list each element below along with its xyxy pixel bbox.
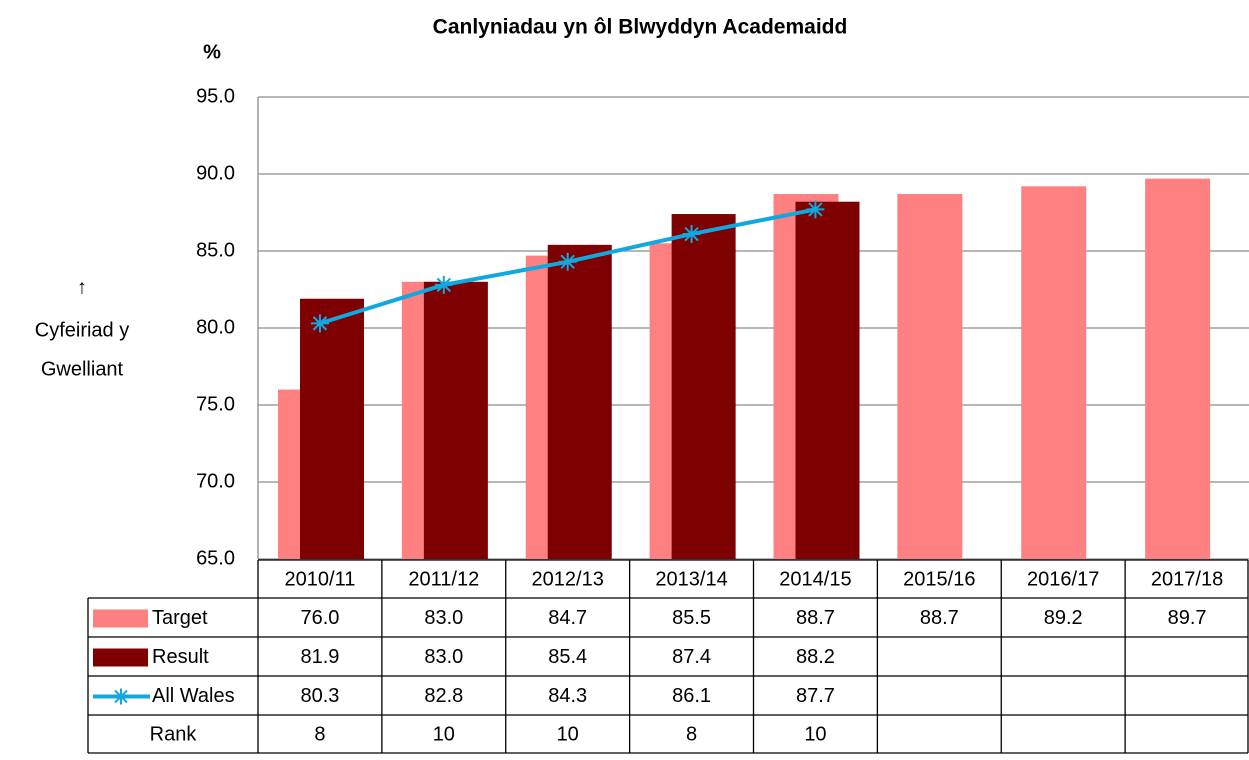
legend-label: Target — [152, 607, 208, 629]
table-value: 86.1 — [672, 685, 711, 707]
table-value: 10 — [433, 723, 455, 745]
x-tick-label: 2014/15 — [779, 568, 851, 590]
table-value: 10 — [557, 723, 579, 745]
y-tick-label: 75.0 — [196, 393, 235, 415]
legend-swatch — [93, 609, 148, 628]
marker — [558, 252, 577, 271]
table-value: 81.9 — [300, 646, 339, 668]
annotation: Gwelliant — [41, 358, 124, 380]
table-value: 88.2 — [796, 646, 835, 668]
table-value: 8 — [686, 723, 697, 745]
x-tick-label: 2016/17 — [1027, 568, 1099, 590]
chart-title: Canlyniadau yn ôl Blwyddyn Academaidd — [433, 16, 848, 39]
x-tick-label: 2010/11 — [285, 568, 356, 590]
marker — [310, 314, 329, 333]
bar — [300, 298, 364, 559]
legend-swatch — [93, 648, 148, 667]
bar — [1021, 186, 1087, 559]
y-tick-label: 90.0 — [196, 162, 235, 184]
table-value: 84.3 — [548, 685, 587, 707]
y-tick-label: 70.0 — [196, 470, 235, 492]
table-value: 82.8 — [424, 685, 463, 707]
y-tick-label: 65.0 — [196, 547, 235, 569]
table-value: 87.7 — [796, 685, 835, 707]
bar — [1145, 178, 1211, 559]
marker — [682, 225, 701, 244]
x-tick-label: 2017/18 — [1151, 568, 1223, 590]
x-tick-label: 2013/14 — [655, 568, 727, 590]
table-value: 89.7 — [1168, 607, 1207, 629]
bar — [795, 201, 860, 559]
table-value: 85.4 — [548, 646, 587, 668]
table-value: 84.7 — [548, 607, 587, 629]
table-value: 10 — [804, 723, 826, 745]
row-label: Rank — [150, 723, 198, 745]
table-value: 88.7 — [920, 607, 959, 629]
y-tick-label: 80.0 — [196, 316, 235, 338]
bar — [423, 281, 488, 559]
marker — [806, 200, 825, 219]
table-value: 80.3 — [300, 685, 339, 707]
annotation: ↑ — [77, 276, 87, 298]
legend-marker — [113, 688, 129, 705]
table-value: 85.5 — [672, 607, 711, 629]
y-axis-label: % — [203, 41, 221, 63]
x-tick-label: 2015/16 — [903, 568, 975, 590]
table-value: 8 — [314, 723, 325, 745]
table-value: 83.0 — [424, 607, 463, 629]
legend-label: All Wales — [152, 685, 235, 707]
table-value: 83.0 — [424, 646, 463, 668]
table-value: 88.7 — [796, 607, 835, 629]
legend-label: Result — [152, 646, 209, 668]
table-value: 89.2 — [1044, 607, 1083, 629]
table-value: 87.4 — [672, 646, 711, 668]
y-tick-label: 85.0 — [196, 239, 235, 261]
bar — [671, 214, 736, 560]
bar — [897, 194, 963, 559]
bar — [547, 244, 612, 559]
annotation: Cyfeiriad y — [35, 319, 129, 341]
table-value: 76.0 — [300, 607, 339, 629]
marker — [434, 275, 453, 294]
x-tick-label: 2012/13 — [532, 568, 604, 590]
y-tick-label: 95.0 — [196, 85, 235, 107]
x-tick-label: 2011/12 — [408, 568, 479, 590]
